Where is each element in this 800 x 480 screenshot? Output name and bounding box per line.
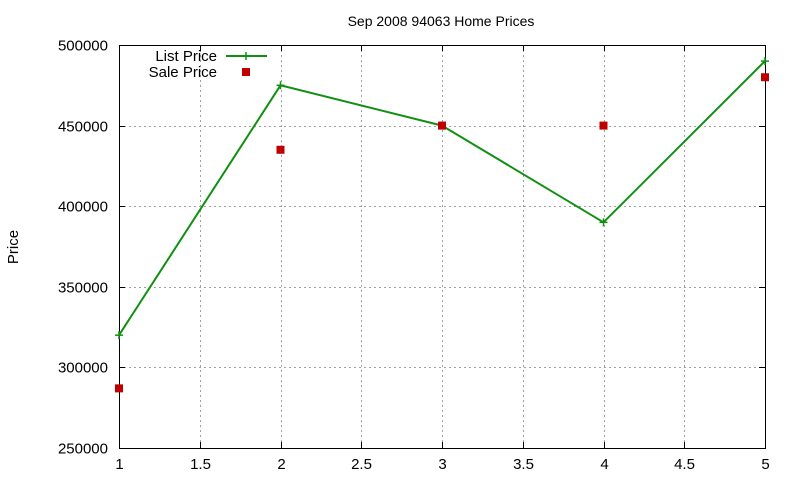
- x-tick-label: 3.5: [513, 456, 534, 473]
- series-line: [118, 60, 766, 336]
- x-tick-label: 2.5: [351, 456, 372, 473]
- y-tick-label: 300000: [58, 360, 108, 377]
- legend-label: List Price: [155, 48, 217, 65]
- chart-title: Sep 2008 94063 Home Prices: [348, 13, 535, 29]
- y-tick-label: 450000: [58, 119, 108, 136]
- data-point: [276, 81, 285, 90]
- x-tick-label: 2: [277, 456, 285, 473]
- legend-label: Sale Price: [149, 64, 217, 81]
- y-tick-label: 250000: [58, 441, 108, 458]
- data-point: [599, 121, 608, 130]
- y-axis-label: Price: [5, 230, 22, 264]
- x-tick-label: 4.5: [674, 456, 695, 473]
- data-point: [115, 331, 123, 340]
- series-layer: [115, 57, 769, 393]
- y-tick-label: 350000: [58, 280, 108, 297]
- x-tick-label: 3: [438, 456, 446, 473]
- data-point: [115, 384, 123, 393]
- data-point: [761, 57, 769, 66]
- y-tick-label: 500000: [58, 38, 108, 55]
- data-point: [276, 145, 285, 154]
- x-tick-label: 5: [761, 456, 769, 473]
- y-tick-label: 400000: [58, 199, 108, 216]
- legend-marker: [242, 52, 250, 60]
- x-tick-label: 1.5: [190, 456, 211, 473]
- data-point: [761, 73, 769, 82]
- axis-ticks: 1 1.5 2 2.5 3 3.5 4 4.5 5 250000 300000 350000 40000…: [58, 38, 770, 474]
- data-point: [599, 218, 608, 227]
- x-tick-label: 4: [600, 456, 608, 473]
- grid: [119, 45, 765, 448]
- legend-marker: [242, 68, 250, 76]
- x-tick-label: 1: [115, 456, 123, 473]
- data-point: [438, 121, 446, 130]
- series-sale-price: [115, 73, 769, 393]
